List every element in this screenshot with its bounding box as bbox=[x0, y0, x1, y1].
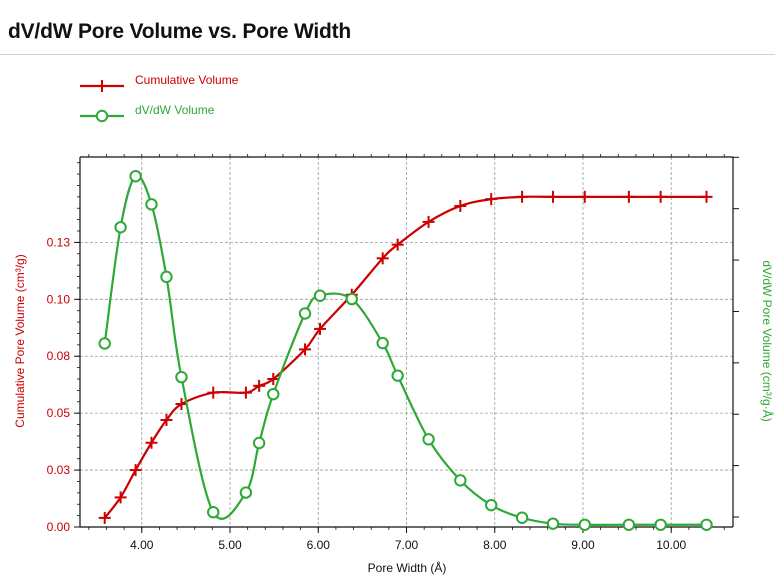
legend-item-dvdw: dV/dW Volume bbox=[80, 103, 215, 123]
dvdw-volume-point bbox=[145, 198, 158, 211]
dvdw-volume-point bbox=[654, 518, 667, 531]
page-title: dV/dW Pore Volume vs. Pore Width bbox=[8, 20, 352, 43]
grid-lines bbox=[80, 157, 733, 527]
dvdw-volume-point bbox=[114, 221, 127, 234]
dvdw-volume-point bbox=[454, 474, 467, 487]
cumulative-volume-point bbox=[700, 190, 713, 203]
series bbox=[98, 170, 713, 531]
cumulative-volume-point bbox=[485, 193, 498, 206]
x-tick-label: 5.00 bbox=[218, 538, 242, 552]
y-left-tick-label: 0.13 bbox=[47, 235, 71, 249]
axes: 4.00 5.00 6.00 7.00 8.00 9.00 10.00 0.00 0.03 0.0… bbox=[47, 154, 739, 552]
dvdw-volume-point bbox=[485, 498, 498, 512]
dvdw-volume-point bbox=[98, 337, 111, 350]
x-tick-label: 10.00 bbox=[656, 538, 686, 552]
y-left-tick-label: 0.03 bbox=[47, 463, 71, 477]
y-left-tick-label: 0.08 bbox=[47, 349, 71, 363]
y-axis-right-label: dV/dW Pore Volume (cm³/g·Å) bbox=[760, 260, 775, 421]
x-tick-label: 7.00 bbox=[395, 538, 419, 552]
cumulative-volume-point bbox=[175, 398, 188, 411]
dvdw-volume-point bbox=[239, 486, 253, 499]
x-tick-label: 9.00 bbox=[571, 538, 595, 552]
cumulative-volume-point bbox=[654, 190, 667, 203]
x-tick-label: 4.00 bbox=[130, 538, 154, 552]
cumulative-volume-point bbox=[622, 190, 635, 203]
legend-circle-marker bbox=[95, 109, 109, 123]
dvdw-volume-point bbox=[298, 307, 312, 320]
x-axis-label: Pore Width (Å) bbox=[368, 560, 447, 575]
cumulative-volume-point bbox=[422, 215, 435, 228]
legend: Cumulative Volume dV/dW Volume bbox=[80, 73, 239, 123]
cumulative-volume-point bbox=[253, 379, 266, 392]
dvdw-volume-point bbox=[391, 369, 404, 382]
legend-label: dV/dW Volume bbox=[135, 103, 215, 117]
dvdw-volume-point bbox=[622, 518, 636, 531]
cumulative-volume-point bbox=[314, 322, 327, 335]
dvdw-volume-point bbox=[700, 518, 713, 531]
cumulative-volume-point bbox=[114, 491, 127, 504]
cumulative-volume-point bbox=[239, 386, 252, 399]
cumulative-volume-point bbox=[391, 238, 404, 251]
cumulative-volume-point bbox=[160, 413, 173, 426]
dvdw-volume-point bbox=[267, 387, 280, 401]
cumulative-volume-point bbox=[578, 190, 591, 203]
legend-label: Cumulative Volume bbox=[135, 73, 239, 87]
cumulative-volume-point bbox=[299, 343, 312, 356]
cumulative-volume-point bbox=[98, 511, 111, 524]
dvdw-volume-point bbox=[376, 336, 389, 350]
cumulative-volume-point bbox=[376, 252, 389, 265]
dvdw-volume-point bbox=[546, 517, 560, 530]
cumulative-volume-point bbox=[207, 386, 220, 399]
dvdw-volume-point bbox=[578, 518, 591, 531]
x-tick-label: 8.00 bbox=[483, 538, 507, 552]
dvdw-volume-point bbox=[313, 289, 327, 302]
dvdw-volume-line bbox=[103, 174, 707, 526]
cumulative-volume-point bbox=[546, 190, 559, 203]
cumulative-volume-point bbox=[454, 199, 467, 212]
dvdw-volume-point bbox=[175, 370, 188, 384]
legend-item-cumulative: Cumulative Volume bbox=[80, 73, 239, 92]
cumulative-volume-point bbox=[145, 436, 158, 449]
dvdw-volume-point bbox=[207, 506, 220, 519]
y-left-tick-label: 0.05 bbox=[47, 406, 71, 420]
dvdw-volume-point bbox=[160, 270, 173, 284]
dvdw-volume-point bbox=[345, 292, 358, 306]
dvdw-volume-point bbox=[515, 511, 529, 524]
y-left-tick-label: 0.10 bbox=[47, 292, 71, 306]
cumulative-volume-point bbox=[267, 373, 280, 385]
dvdw-volume-point bbox=[252, 436, 266, 450]
y-left-tick-label: 0.00 bbox=[47, 520, 71, 534]
x-tick-label: 6.00 bbox=[307, 538, 331, 552]
title-divider bbox=[0, 54, 775, 55]
dvdw-volume-point bbox=[129, 170, 142, 183]
dvdw-volume-point bbox=[422, 433, 435, 446]
y-axis-left-label: Cumulative Pore Volume (cm³/g) bbox=[13, 254, 27, 427]
cumulative-volume-point bbox=[516, 190, 529, 203]
cumulative-volume-point bbox=[129, 464, 142, 477]
